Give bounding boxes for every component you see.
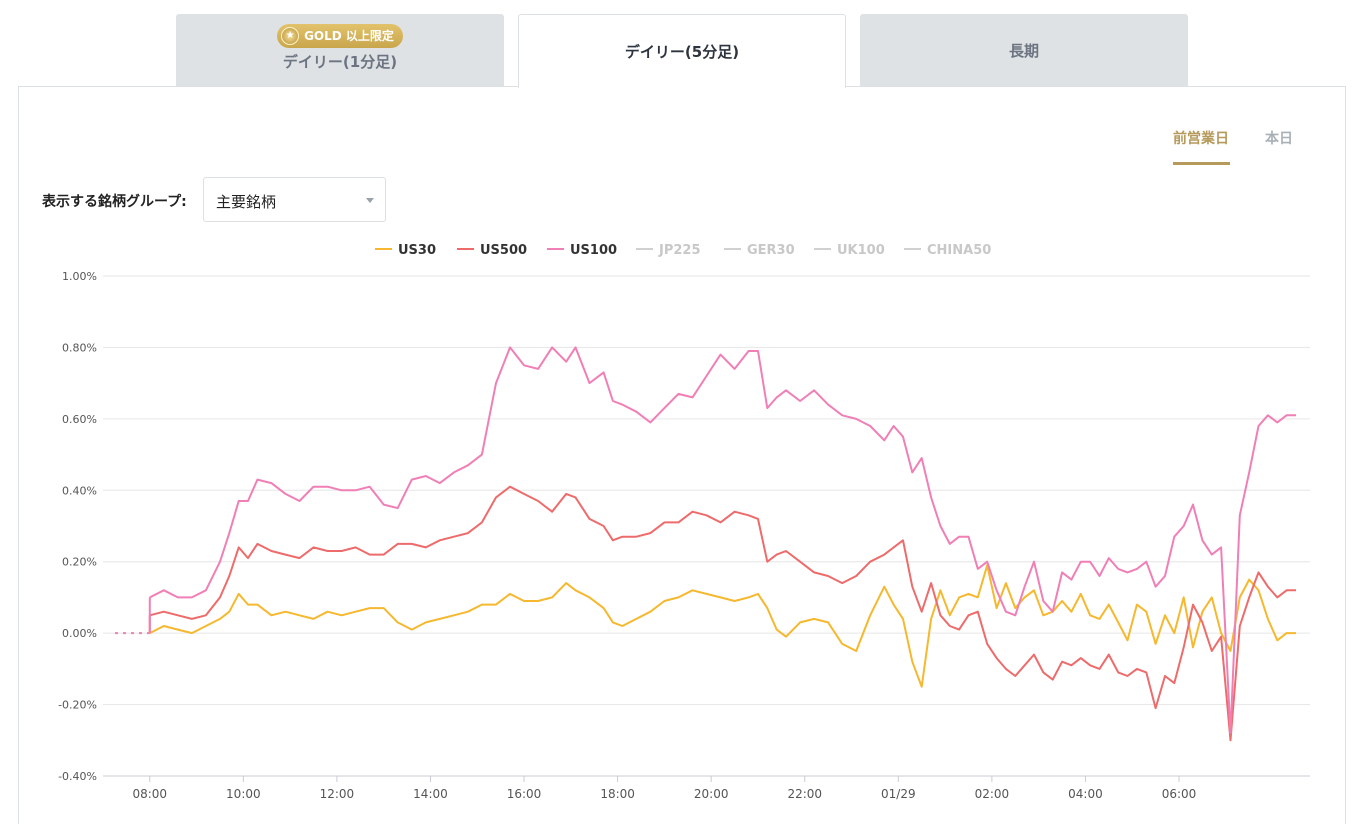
y-tick-label: 0.20% xyxy=(62,556,97,569)
y-tick-label: 0.80% xyxy=(62,341,97,354)
tab-long-term[interactable]: 長期 xyxy=(860,14,1188,87)
x-tick-label: 10:00 xyxy=(226,787,261,801)
tab-daily-5min[interactable]: デイリー(5分足) xyxy=(518,14,846,88)
legend-label: JP225 xyxy=(658,243,701,258)
symbol-group-label: 表示する銘柄グループ: xyxy=(42,194,187,210)
gold-coin-icon: ★ xyxy=(281,26,300,45)
tab-daily-1min-label: デイリー(1分足) xyxy=(282,52,398,71)
today-toggle[interactable]: 本日 xyxy=(1265,131,1293,147)
x-tick-label: 02:00 xyxy=(975,787,1010,801)
y-tick-label: 0.60% xyxy=(62,413,97,426)
gold-member-badge: ★ GOLD 以上限定 xyxy=(277,23,403,48)
x-tick-label: 04:00 xyxy=(1068,787,1103,801)
performance-line-chart: 1.00% 0.80% 0.60% 0.40% 0.20% 0.00% -0.20% -0.4… xyxy=(58,243,1310,801)
tab-daily-5min-label: デイリー(5分足) xyxy=(624,43,740,61)
legend-label: CHINA50 xyxy=(927,243,991,258)
x-tick-label: 20:00 xyxy=(694,787,729,801)
x-tick-label: 06:00 xyxy=(1162,787,1197,801)
x-tick-label: 01/29 xyxy=(881,787,916,801)
legend-item-ger30[interactable]: GER30 xyxy=(724,243,795,258)
chevron-down-icon xyxy=(366,198,374,203)
y-tick-label: -0.40% xyxy=(58,770,97,783)
symbol-group-select[interactable]: 主要銘柄 xyxy=(203,177,386,222)
x-tick-label: 22:00 xyxy=(787,787,822,801)
series-line-us100 xyxy=(149,346,1296,735)
y-tick-label: 1.00% xyxy=(62,270,97,283)
y-tick-label: 0.40% xyxy=(62,484,97,497)
legend-label: GER30 xyxy=(747,243,795,258)
tab-daily-1min[interactable]: ★ GOLD 以上限定 デイリー(1分足) xyxy=(176,14,504,87)
x-tick-label: 16:00 xyxy=(507,787,542,801)
legend-item-uk100[interactable]: UK100 xyxy=(814,243,885,258)
legend-item-china50[interactable]: CHINA50 xyxy=(904,243,991,258)
legend-label: UK100 xyxy=(837,243,885,258)
series-line-us30 xyxy=(149,564,1296,688)
x-tick-label: 14:00 xyxy=(413,787,448,801)
x-tick-label: 18:00 xyxy=(600,787,635,801)
tab-long-term-label: 長期 xyxy=(1008,42,1039,60)
y-tick-label: 0.00% xyxy=(62,627,97,640)
gold-badge-label: GOLD 以上限定 xyxy=(304,29,394,43)
legend-item-us100[interactable]: US100 xyxy=(547,243,617,258)
legend-label: US500 xyxy=(480,243,527,258)
legend-label: US100 xyxy=(570,243,617,258)
x-tick-label: 12:00 xyxy=(320,787,355,801)
x-tick-label: 08:00 xyxy=(132,787,167,801)
previous-business-day-toggle[interactable]: 前営業日 xyxy=(1173,128,1230,165)
series-line-us500 xyxy=(149,485,1296,742)
y-tick-label: -0.20% xyxy=(58,699,97,712)
legend-item-us500[interactable]: US500 xyxy=(457,243,527,258)
legend-item-us30[interactable]: US30 xyxy=(375,243,436,258)
legend-label: US30 xyxy=(398,243,436,258)
symbol-group-selected-value: 主要銘柄 xyxy=(216,193,277,211)
chart-tabs: ★ GOLD 以上限定 デイリー(1分足) デイリー(5分足) 長期 xyxy=(0,0,1365,88)
legend-item-jp225[interactable]: JP225 xyxy=(636,243,701,258)
